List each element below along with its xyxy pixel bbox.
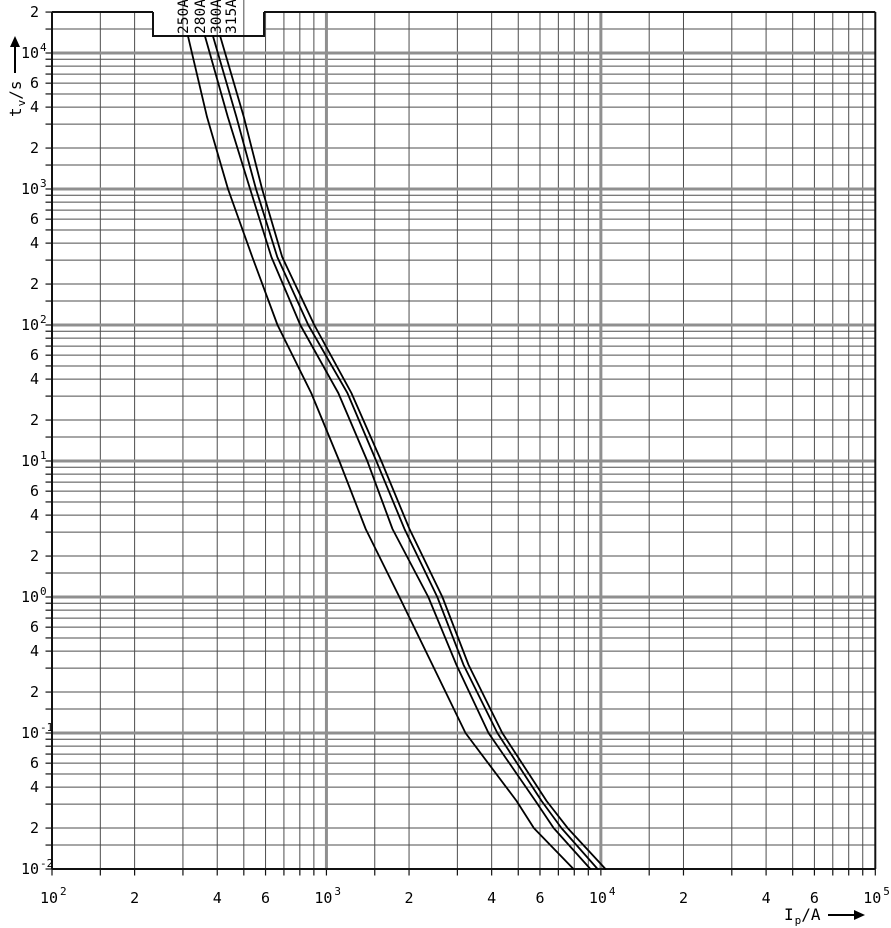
- y-tick-label: 4: [30, 506, 39, 524]
- y-tick-label: 4: [30, 778, 39, 796]
- y-tick-exponent: 1: [40, 449, 47, 462]
- y-tick-label: 6: [30, 346, 39, 364]
- series-label: 250A: [176, 0, 192, 34]
- x-axis-arrow-icon: [827, 909, 865, 920]
- series-label: 280A: [193, 0, 209, 34]
- y-axis-symbol: tv/s: [5, 80, 28, 117]
- x-tick-exponent: 5: [883, 885, 890, 898]
- curve-315a: [219, 35, 607, 870]
- y-tick-exponent: 2: [40, 313, 47, 326]
- x-tick-label: 2: [405, 889, 414, 907]
- x-tick-label: 2: [679, 889, 688, 907]
- y-tick-exponent: 3: [40, 177, 47, 190]
- y-tick-label: 6: [30, 210, 39, 228]
- x-tick-label: 10: [589, 889, 607, 907]
- y-tick-exponent: 0: [40, 585, 47, 598]
- y-tick-label: 2: [30, 3, 39, 21]
- y-tick-label: 2: [30, 819, 39, 837]
- y-tick-label: 2: [30, 411, 39, 429]
- x-tick-label: 6: [810, 889, 819, 907]
- x-tick-label: 4: [762, 889, 771, 907]
- x-tick-label: 10: [40, 889, 58, 907]
- curve-250a: [187, 35, 575, 870]
- axis-ticks: [45, 11, 876, 876]
- curve-280a: [204, 35, 592, 870]
- frame-path: [51, 11, 877, 870]
- y-tick-label: 10: [21, 860, 39, 878]
- y-tick-label: 4: [30, 370, 39, 388]
- y-tick-label: 4: [30, 98, 39, 116]
- y-tick-label: 6: [30, 618, 39, 636]
- x-tick-exponent: 2: [60, 885, 67, 898]
- y-tick-label: 10: [21, 588, 39, 606]
- y-tick-label: 2: [30, 275, 39, 293]
- x-tick-exponent: 3: [334, 885, 341, 898]
- y-tick-label: 4: [30, 234, 39, 252]
- y-axis-arrow-icon: [14, 39, 16, 74]
- y-tick-label: 6: [30, 482, 39, 500]
- y-tick-label: 10: [21, 452, 39, 470]
- x-tick-label: 6: [261, 889, 270, 907]
- x-tick-label: 6: [535, 889, 544, 907]
- grid-minor: [52, 0, 876, 869]
- series-label: 315A: [224, 0, 240, 34]
- y-tick-label: 10: [21, 724, 39, 742]
- plot-frame: [51, 11, 877, 870]
- y-tick-label: 10: [21, 180, 39, 198]
- y-tick-label: 6: [30, 754, 39, 772]
- x-axis-subscript: p: [794, 914, 802, 927]
- series-label: 300A: [209, 0, 225, 34]
- y-tick-label: 2: [30, 683, 39, 701]
- y-tick-exponent: -1: [40, 721, 53, 734]
- y-tick-exponent: -2: [40, 857, 53, 870]
- x-tick-label: 10: [863, 889, 881, 907]
- x-axis-symbol: Ip/A: [784, 905, 821, 927]
- y-tick-label: 10: [21, 316, 39, 334]
- curves: [187, 35, 607, 870]
- x-axis-label: Ip/A: [784, 905, 865, 927]
- x-tick-label: 4: [487, 889, 496, 907]
- x-tick-label: 10: [314, 889, 332, 907]
- y-axis-subscript: v: [14, 99, 28, 107]
- x-tick-exponent: 4: [609, 885, 616, 898]
- y-tick-label: 6: [30, 74, 39, 92]
- x-tick-label: 2: [130, 889, 139, 907]
- y-tick-label: 2: [30, 139, 39, 157]
- x-tick-label: 4: [213, 889, 222, 907]
- y-axis-label: tv/s: [4, 39, 28, 117]
- y-tick-label: 10: [21, 44, 39, 62]
- y-tick-label: 2: [30, 547, 39, 565]
- y-tick-label: 4: [30, 642, 39, 660]
- curve-300a: [212, 35, 599, 870]
- y-tick-exponent: 4: [40, 41, 47, 54]
- legend-box-border: [152, 12, 265, 37]
- grid-major: [52, 12, 876, 869]
